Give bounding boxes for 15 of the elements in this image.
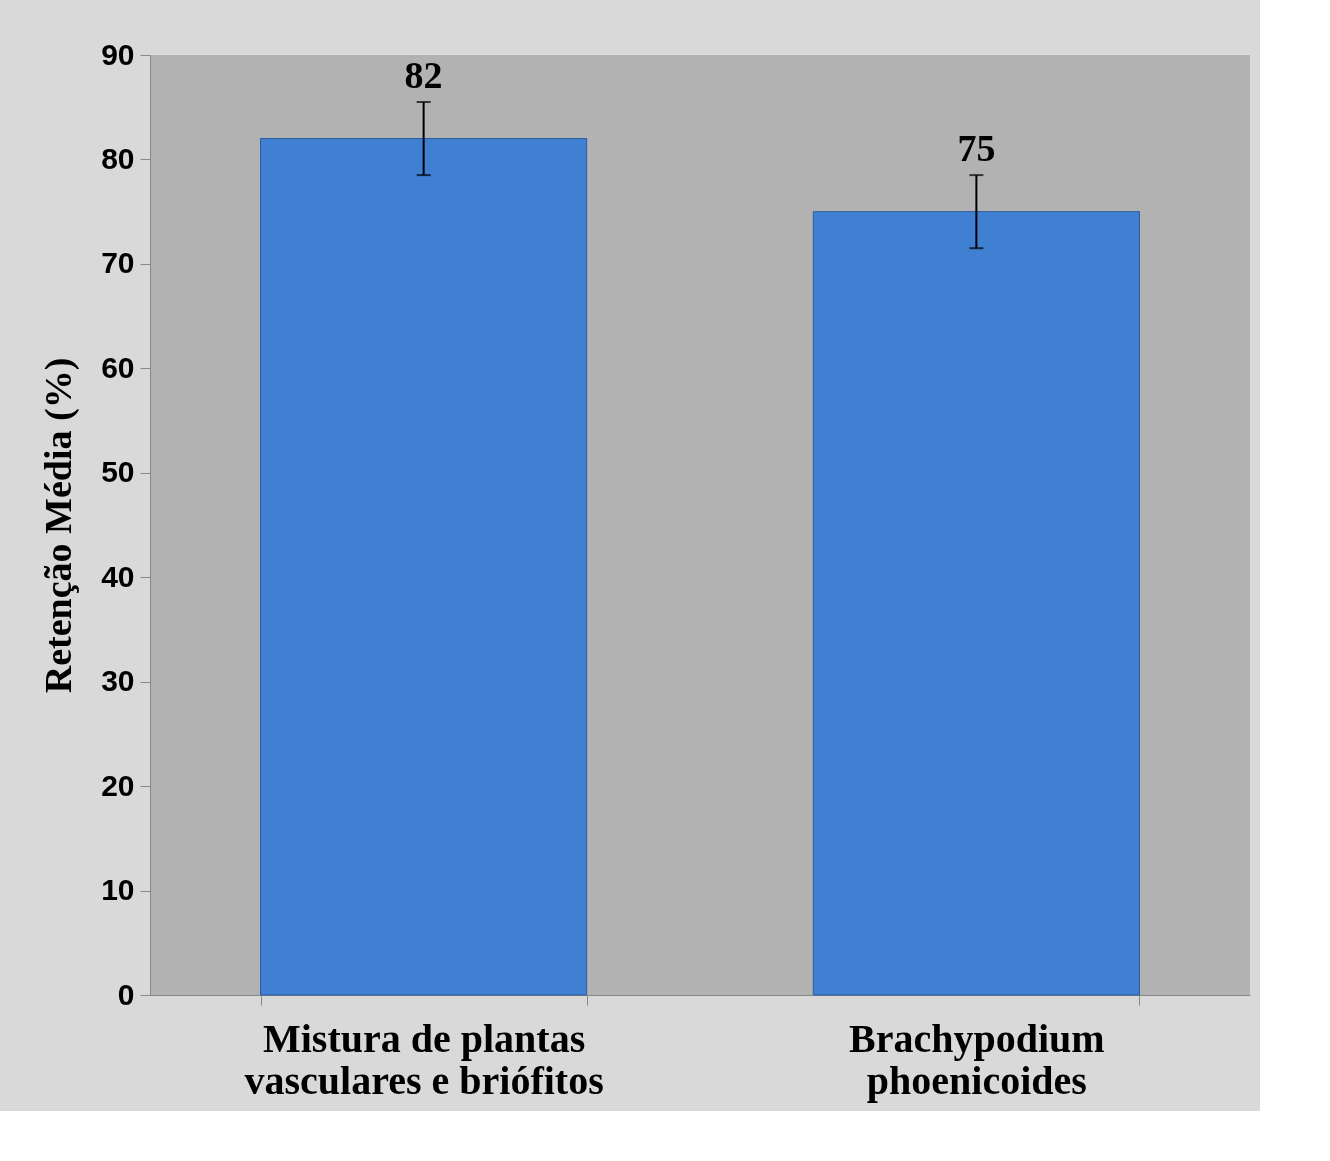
data-label: 82 bbox=[404, 54, 443, 96]
x-tick-label: Mistura de plantas vasculares e briófitos bbox=[244, 1015, 604, 1103]
y-tick-label: 40 bbox=[101, 559, 135, 593]
y-tick-label: 30 bbox=[101, 664, 135, 698]
y-tick-label: 20 bbox=[101, 768, 135, 802]
y-tick-label: 50 bbox=[101, 455, 135, 489]
y-tick-label: 90 bbox=[101, 37, 135, 71]
x-tick-label: Brachypodium phoenicoides bbox=[849, 1015, 1105, 1103]
y-tick-label: 10 bbox=[101, 873, 135, 907]
data-label: 75 bbox=[957, 127, 996, 170]
y-tick-label: 80 bbox=[101, 141, 135, 175]
y-tick-label: 0 bbox=[117, 977, 135, 1011]
y-tick-label: 70 bbox=[101, 246, 135, 280]
y-axis-title: Retenção Média (%) bbox=[37, 357, 81, 694]
y-tick-label: 60 bbox=[101, 350, 135, 384]
